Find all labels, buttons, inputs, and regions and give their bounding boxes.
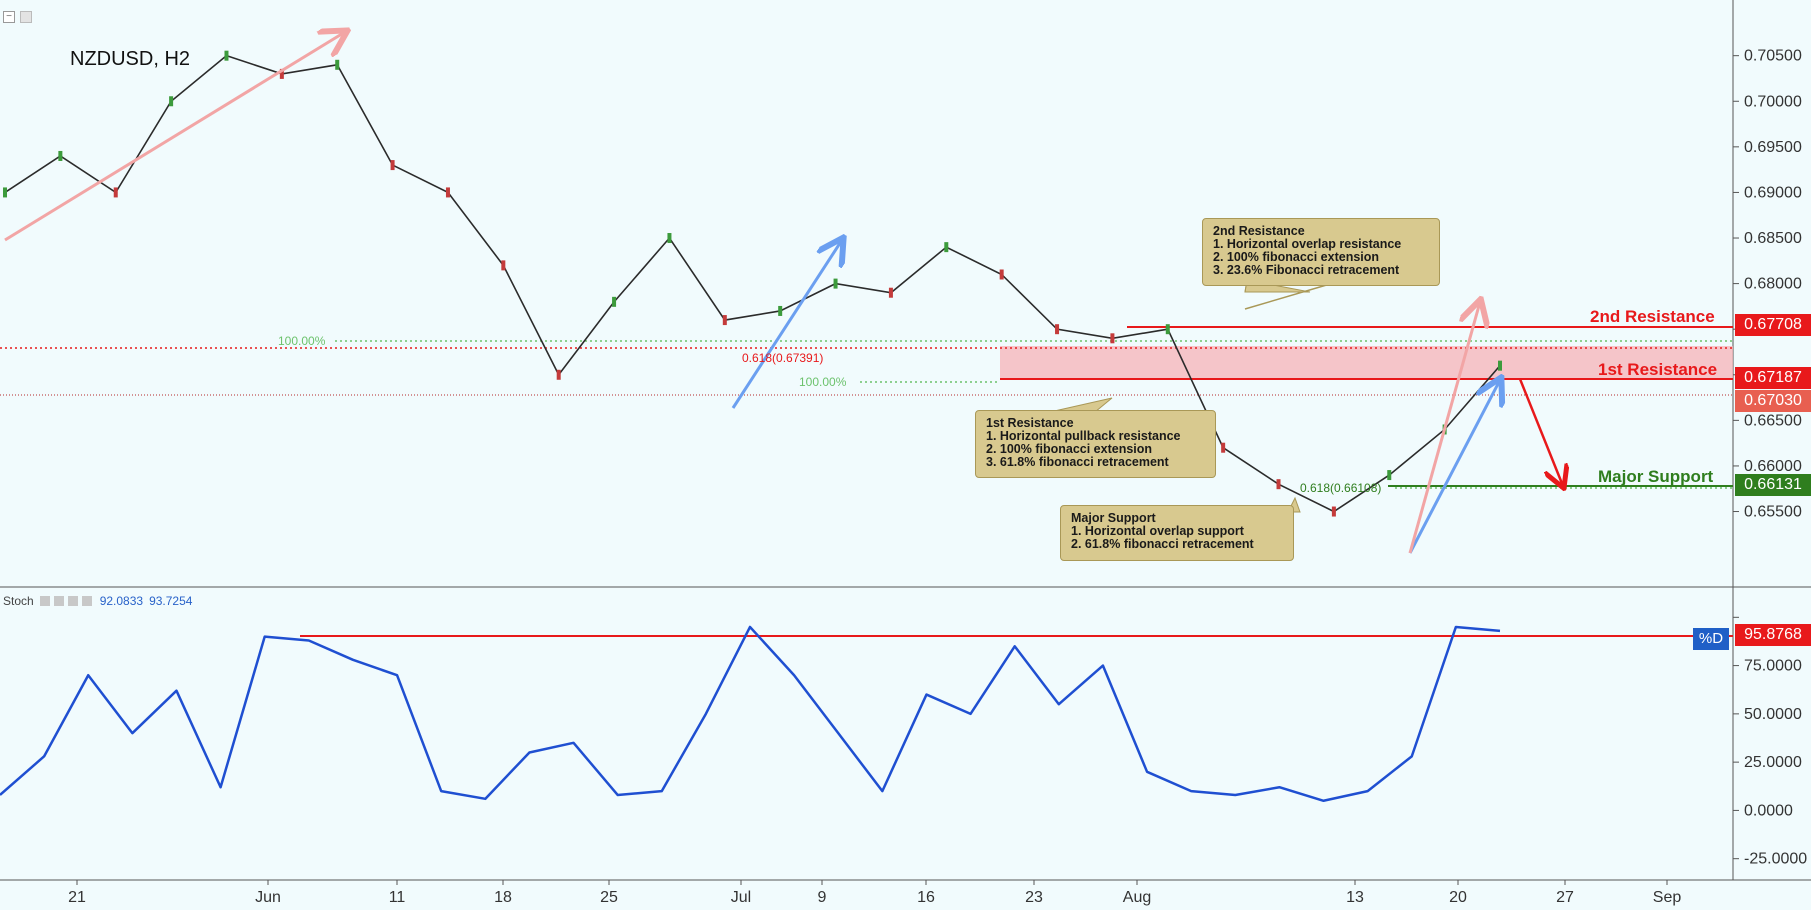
price-point bbox=[1498, 360, 1502, 371]
price-tick-label: 0.66500 bbox=[1744, 412, 1802, 429]
price-point bbox=[1387, 470, 1392, 481]
price-tag-first-resistance: 0.67187 bbox=[1735, 367, 1811, 389]
toolbar: − bbox=[3, 11, 32, 23]
price-point bbox=[667, 233, 672, 244]
stoch-tick-label: 75.0000 bbox=[1744, 658, 1802, 675]
price-point bbox=[224, 50, 229, 61]
stoch-axis: 75.0000 50.0000 25.0000 0.0000 -25.0000 bbox=[1733, 616, 1807, 868]
price-tag-stoch: 95.8768 bbox=[1735, 624, 1811, 646]
leg-arrow-blue-a bbox=[731, 240, 842, 409]
first-resistance-label: 1st Resistance bbox=[1598, 360, 1718, 379]
note-second-resistance: 2nd Resistance 1. Horizontal overlap res… bbox=[1202, 218, 1440, 286]
price-point bbox=[445, 187, 450, 198]
price-point bbox=[3, 187, 7, 198]
price-point bbox=[169, 96, 174, 107]
price-tick-label: 0.66000 bbox=[1744, 458, 1802, 475]
price-point bbox=[999, 269, 1004, 280]
stoch-tick-label: 50.0000 bbox=[1744, 706, 1802, 723]
stoch-name: Stoch bbox=[3, 594, 34, 608]
time-tick-label: 20 bbox=[1449, 889, 1467, 906]
price-tick-label: 0.68000 bbox=[1744, 276, 1802, 293]
price-tag-last: 0.67030 bbox=[1735, 390, 1811, 412]
stoch-value-1: 92.0833 bbox=[99, 594, 144, 608]
stoch-tick-label: 0.0000 bbox=[1744, 802, 1793, 819]
time-tick-label: 9 bbox=[818, 889, 827, 906]
price-point bbox=[722, 315, 727, 326]
time-tick-label: 27 bbox=[1556, 889, 1574, 906]
price-point bbox=[556, 369, 561, 380]
price-tick-label: 0.68500 bbox=[1744, 230, 1802, 247]
note-first-resistance: 1st Resistance 1. Horizontal pullback re… bbox=[975, 410, 1216, 478]
price-point bbox=[944, 242, 949, 253]
major-support-label: Major Support bbox=[1598, 467, 1714, 486]
drop-arrow-red bbox=[1518, 378, 1563, 486]
fib-label-100-b: 100.00% bbox=[799, 375, 847, 389]
price-point bbox=[279, 68, 284, 79]
resistance-zone bbox=[1000, 346, 1733, 379]
note-major-support: Major Support 1. Horizontal overlap supp… bbox=[1060, 505, 1294, 561]
price-tick-label: 0.70000 bbox=[1744, 93, 1802, 110]
price-point bbox=[833, 278, 838, 289]
price-point bbox=[58, 150, 63, 161]
price-point bbox=[1165, 324, 1170, 335]
price-axis: 0.70500 0.70000 0.69500 0.69000 0.68500 0.680… bbox=[1733, 48, 1802, 521]
price-point bbox=[612, 296, 617, 307]
time-tick-label: Jun bbox=[255, 889, 281, 906]
fib-label-618-a: 0.618(0.67391) bbox=[742, 351, 823, 365]
time-tick-label: 23 bbox=[1025, 889, 1043, 906]
stoch-d-line bbox=[0, 625, 1501, 803]
maximize-icon[interactable] bbox=[20, 11, 32, 23]
price-point bbox=[888, 287, 893, 298]
price-point bbox=[1055, 324, 1060, 335]
second-resistance-label: 2nd Resistance bbox=[1590, 307, 1715, 326]
price-point bbox=[1221, 442, 1226, 453]
leg-arrow-blue-b bbox=[1408, 380, 1500, 554]
price-point bbox=[1276, 479, 1281, 490]
stoch-series bbox=[0, 625, 1501, 803]
fib-label-100-a: 100.00% bbox=[278, 334, 326, 348]
stoch-value-2: 93.7254 bbox=[149, 594, 193, 608]
price-series bbox=[3, 50, 1502, 517]
stoch-legend: Stoch 92.0833 93.7254 bbox=[3, 594, 192, 608]
price-point bbox=[778, 305, 783, 316]
stoch-d-tag: %D bbox=[1693, 628, 1729, 650]
time-tick-label: 13 bbox=[1346, 889, 1364, 906]
price-tag-second-resistance: 0.67708 bbox=[1735, 314, 1811, 336]
time-tick-label: Jul bbox=[731, 889, 751, 906]
price-line bbox=[4, 54, 1501, 513]
time-tick-label: 25 bbox=[600, 889, 618, 906]
price-point bbox=[1331, 506, 1336, 517]
price-point bbox=[501, 260, 506, 271]
price-tick-label: 0.69500 bbox=[1744, 139, 1802, 156]
stoch-tick-label: -25.0000 bbox=[1744, 851, 1807, 868]
time-tick-label: Sep bbox=[1653, 889, 1682, 906]
price-tick-label: 0.65500 bbox=[1744, 504, 1802, 521]
uptrend-arrow-pink bbox=[4, 32, 345, 242]
settings-icon[interactable] bbox=[39, 596, 94, 606]
projection-arrow-pink bbox=[1408, 302, 1480, 554]
price-point bbox=[335, 59, 340, 70]
time-tick-label: 16 bbox=[917, 889, 935, 906]
price-tag-major-support: 0.66131 bbox=[1735, 474, 1811, 496]
stoch-tick-label: 25.0000 bbox=[1744, 754, 1802, 771]
price-point bbox=[1110, 333, 1115, 344]
time-tick-label: 11 bbox=[389, 889, 406, 906]
collapse-icon[interactable]: − bbox=[3, 11, 15, 23]
fib-label-618-b: 0.618(0.66108) bbox=[1300, 481, 1381, 495]
time-axis: 21 Jun 11 18 25 Jul 9 16 23 Aug 13 20 27 Sep bbox=[68, 880, 1681, 906]
time-tick-label: Aug bbox=[1123, 889, 1151, 906]
symbol-title: NZDUSD, H2 bbox=[70, 48, 191, 70]
time-tick-label: 18 bbox=[494, 889, 512, 906]
price-tick-label: 0.70500 bbox=[1744, 48, 1802, 65]
time-tick-label: 21 bbox=[68, 889, 86, 906]
price-tick-label: 0.69000 bbox=[1744, 184, 1802, 201]
price-point bbox=[113, 187, 118, 198]
price-point bbox=[390, 160, 395, 171]
